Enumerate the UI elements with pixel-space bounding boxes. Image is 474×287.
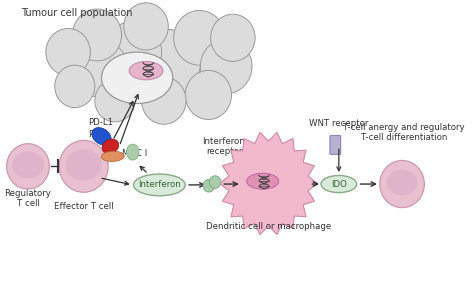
FancyBboxPatch shape — [330, 135, 341, 154]
Text: PD-1: PD-1 — [88, 130, 109, 139]
Ellipse shape — [92, 127, 111, 145]
Text: Effector T cell: Effector T cell — [54, 202, 113, 211]
Text: Interferon: Interferon — [138, 181, 181, 189]
Ellipse shape — [210, 14, 255, 61]
Ellipse shape — [73, 9, 121, 61]
Ellipse shape — [124, 3, 168, 50]
Text: Dendritic cell or macrophage: Dendritic cell or macrophage — [206, 222, 331, 231]
Text: T-cell differentiation: T-cell differentiation — [361, 133, 447, 142]
Ellipse shape — [65, 149, 102, 181]
Ellipse shape — [203, 179, 215, 192]
Ellipse shape — [55, 65, 95, 108]
Text: WNT receptor: WNT receptor — [309, 119, 369, 128]
Ellipse shape — [127, 144, 139, 160]
Text: IDO: IDO — [331, 180, 347, 189]
Ellipse shape — [95, 79, 135, 122]
Ellipse shape — [380, 160, 424, 208]
Ellipse shape — [7, 144, 49, 189]
Ellipse shape — [209, 176, 221, 188]
Ellipse shape — [12, 151, 44, 179]
Ellipse shape — [129, 61, 163, 80]
Ellipse shape — [246, 173, 279, 189]
Ellipse shape — [101, 52, 173, 104]
Ellipse shape — [102, 139, 118, 154]
Text: MHC I: MHC I — [121, 149, 147, 158]
Ellipse shape — [104, 22, 162, 83]
Ellipse shape — [59, 140, 108, 192]
Ellipse shape — [185, 70, 231, 119]
Ellipse shape — [201, 39, 252, 94]
Ellipse shape — [75, 41, 128, 98]
Ellipse shape — [46, 28, 91, 76]
Ellipse shape — [321, 175, 356, 193]
Text: Interferon
receptor: Interferon receptor — [202, 137, 246, 156]
Polygon shape — [219, 132, 318, 234]
Ellipse shape — [134, 174, 185, 196]
Text: T cell: T cell — [17, 199, 39, 208]
Text: Regulatory: Regulatory — [5, 189, 52, 198]
Ellipse shape — [386, 170, 418, 196]
Text: PD-L1: PD-L1 — [88, 118, 113, 127]
Ellipse shape — [173, 10, 225, 65]
Ellipse shape — [136, 30, 201, 98]
Text: Tumour cell population: Tumour cell population — [21, 8, 133, 18]
Ellipse shape — [142, 77, 186, 124]
Ellipse shape — [101, 151, 124, 162]
Text: T-cell anergy and regulatory: T-cell anergy and regulatory — [344, 123, 465, 132]
